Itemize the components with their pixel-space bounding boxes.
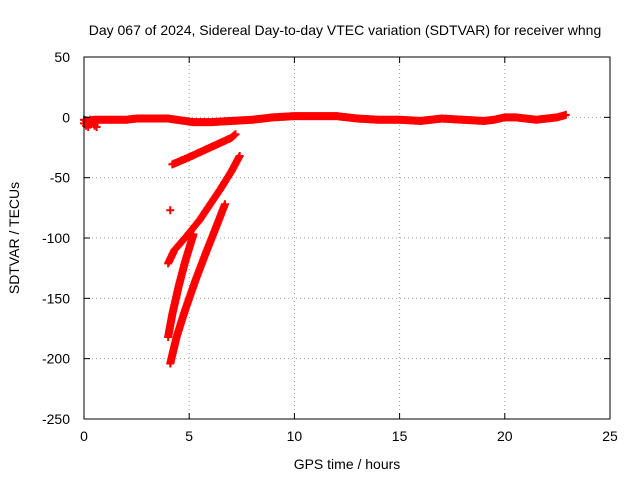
x-tick-label: 0	[80, 428, 88, 444]
y-tick-label: -50	[50, 170, 70, 186]
series-main-near-zero	[80, 110, 570, 127]
data-point	[86, 115, 95, 124]
series-early-scatter	[80, 115, 101, 131]
y-tick-label: -150	[42, 290, 70, 306]
series-arc-1	[168, 130, 240, 169]
series-arc-3	[164, 230, 198, 341]
y-tick-label: -100	[42, 230, 70, 246]
x-tick-label: 15	[392, 428, 408, 444]
y-tick-labels: 50 0 -50 -100 -150 -200 -250	[42, 49, 70, 427]
x-tick-label: 20	[497, 428, 513, 444]
series-arc-2	[164, 151, 244, 268]
x-tick-label: 25	[602, 428, 618, 444]
x-tick-labels: 0 5 10 15 20 25	[80, 428, 618, 444]
data-point	[220, 200, 229, 209]
data-point	[82, 116, 91, 125]
grid	[84, 57, 610, 419]
axis-ticks	[83, 56, 611, 420]
series-outlier	[166, 206, 175, 215]
y-axis-title: SDTVAR / TECUs	[6, 182, 22, 294]
y-tick-label: -200	[42, 351, 70, 367]
x-tick-label: 10	[287, 428, 303, 444]
data-point	[235, 151, 244, 160]
y-tick-label: 50	[54, 49, 70, 65]
y-tick-label: -250	[42, 411, 70, 427]
data-point	[189, 230, 198, 239]
data-point	[561, 110, 570, 119]
chart-title: Day 067 of 2024, Sidereal Day-to-day VTE…	[89, 22, 602, 38]
data-point	[90, 120, 99, 129]
plot-frame	[83, 56, 611, 420]
y-tick-label: 0	[62, 109, 70, 125]
data-marks	[80, 110, 570, 368]
data-point	[166, 206, 175, 215]
data-point	[231, 130, 240, 139]
x-tick-label: 5	[185, 428, 193, 444]
x-axis-title: GPS time / hours	[294, 456, 401, 472]
series-arc-4	[166, 200, 229, 368]
